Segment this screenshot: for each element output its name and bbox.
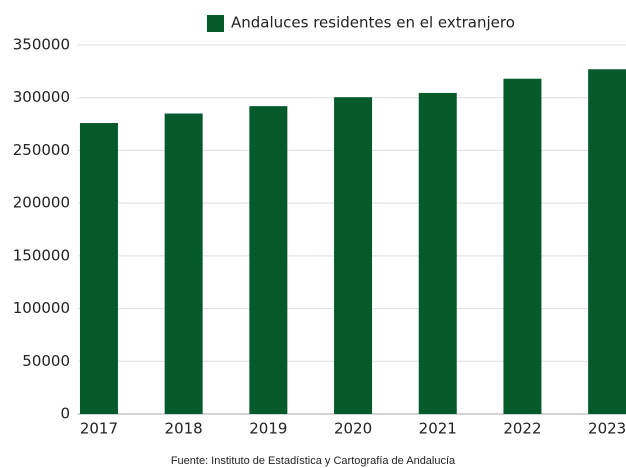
x-tick-label: 2023 <box>588 420 626 438</box>
y-tick-label: 250000 <box>13 141 70 159</box>
bar <box>588 69 626 415</box>
y-tick-label: 200000 <box>13 194 70 212</box>
bar <box>249 106 288 415</box>
x-tick-label: 2019 <box>249 420 287 438</box>
bar <box>79 123 118 414</box>
bar <box>418 92 457 414</box>
x-tick-label: 2020 <box>334 420 372 438</box>
x-tick-label: 2018 <box>165 420 203 438</box>
x-tick-label: 2021 <box>419 420 457 438</box>
y-tick-label: 350000 <box>13 36 70 54</box>
bar <box>164 113 203 415</box>
y-tick-label: 150000 <box>13 246 70 264</box>
y-tick-label: 50000 <box>22 352 70 370</box>
source-note: Fuente: Instituto de Estadística y Carto… <box>171 455 456 467</box>
legend-swatch <box>207 15 224 32</box>
y-tick-label: 100000 <box>13 299 70 317</box>
y-tick-label: 300000 <box>13 88 70 106</box>
x-tick-label: 2022 <box>503 420 541 438</box>
x-tick-label: 2017 <box>80 420 118 438</box>
bar <box>334 97 373 415</box>
legend-label: Andaluces residentes en el extranjero <box>231 14 515 32</box>
y-tick-label: 0 <box>60 405 70 423</box>
bar <box>503 78 542 414</box>
